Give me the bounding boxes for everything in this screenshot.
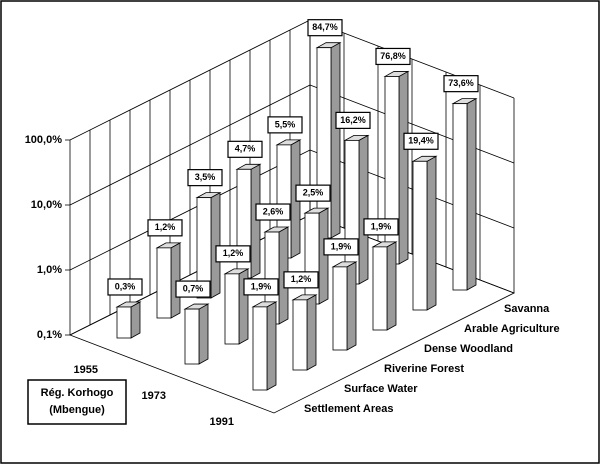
grid-line — [309, 84, 515, 164]
bar — [196, 197, 212, 299]
annotation: Rég. Korhogo — [41, 387, 114, 399]
depth-tick-label: Savanna — [504, 303, 550, 315]
bar — [184, 308, 200, 365]
value-label: 16,2% — [340, 115, 366, 125]
y-tick-label: 10,0% — [31, 199, 62, 211]
value-label-box — [215, 245, 251, 263]
value-label: 1,2% — [291, 274, 312, 284]
y-tick-label: 100,0% — [25, 134, 63, 146]
y-tick-label: 1,0% — [37, 264, 62, 276]
value-label: 1,9% — [251, 281, 272, 291]
x-tick-label: 1955 — [74, 364, 98, 376]
value-label-box — [307, 19, 343, 37]
bar — [252, 306, 268, 391]
value-label-box — [147, 219, 183, 237]
bar — [224, 273, 240, 345]
value-label-box — [227, 140, 263, 158]
value-label: 73,6% — [448, 78, 474, 88]
bar — [116, 306, 132, 339]
value-label: 1,9% — [371, 221, 392, 231]
value-label-box — [295, 184, 331, 202]
bar — [304, 212, 320, 305]
bar — [384, 76, 400, 265]
bar — [156, 247, 172, 319]
bar-side — [426, 155, 437, 311]
depth-tick-label: Settlement Areas — [304, 403, 393, 415]
value-label-box — [283, 271, 319, 289]
bar — [292, 299, 308, 371]
bar-side — [398, 70, 409, 265]
value-label-box — [335, 111, 371, 129]
value-label: 19,4% — [408, 136, 434, 146]
value-label: 0,3% — [115, 281, 136, 291]
value-label: 0,7% — [183, 283, 204, 293]
value-label-box — [267, 116, 303, 134]
bar-side — [330, 42, 341, 239]
value-label-box — [403, 132, 439, 150]
depth-tick-label: Arable Agriculture — [464, 323, 560, 335]
value-label-box — [243, 278, 279, 296]
bar-side — [466, 97, 477, 291]
value-label-box — [187, 169, 223, 187]
bar-side — [170, 242, 181, 319]
bar-side — [318, 207, 329, 305]
bar-side — [130, 301, 141, 339]
value-label-box — [175, 280, 211, 298]
value-label: 1,2% — [155, 222, 176, 232]
grid-line — [69, 19, 311, 141]
grid-line — [309, 214, 515, 294]
bar-side — [386, 241, 397, 331]
grid-line — [69, 149, 311, 271]
grid-line — [309, 149, 515, 229]
x-tick-label: 1991 — [210, 416, 234, 428]
bar — [332, 266, 348, 351]
grid-line — [309, 19, 515, 99]
bar-side — [250, 163, 261, 279]
bar — [452, 103, 468, 291]
depth-tick-label: Dense Woodland — [424, 343, 513, 355]
bar-side — [198, 303, 209, 365]
bar-side — [306, 294, 317, 371]
value-label-box — [363, 218, 399, 236]
value-label: 76,8% — [380, 51, 406, 61]
value-label-box — [323, 238, 359, 256]
annotation-box — [27, 379, 127, 425]
x-tick-label: 1973 — [142, 390, 166, 402]
bar-side — [346, 261, 357, 351]
value-label: 2,6% — [263, 206, 284, 216]
y-tick-label: 0,1% — [37, 329, 62, 341]
bar-side — [266, 301, 277, 391]
value-label-box — [375, 47, 411, 66]
annotation: (Mbengue) — [49, 404, 105, 416]
depth-tick-label: Surface Water — [344, 383, 418, 395]
value-label-box — [443, 75, 479, 93]
value-label-box — [107, 278, 143, 296]
value-label: 1,2% — [223, 248, 244, 258]
bar-side — [358, 134, 369, 285]
value-label-box — [255, 203, 291, 221]
bar — [412, 160, 428, 311]
grid-line — [69, 84, 311, 206]
value-label: 1,9% — [331, 241, 352, 251]
depth-tick-label: Riverine Forest — [384, 363, 464, 375]
value-label: 2,5% — [303, 188, 324, 198]
value-label: 5,5% — [275, 119, 296, 129]
value-label: 3,5% — [195, 172, 216, 182]
value-label: 84,7% — [312, 22, 338, 32]
value-label: 4,7% — [235, 144, 256, 154]
bar — [372, 246, 388, 331]
